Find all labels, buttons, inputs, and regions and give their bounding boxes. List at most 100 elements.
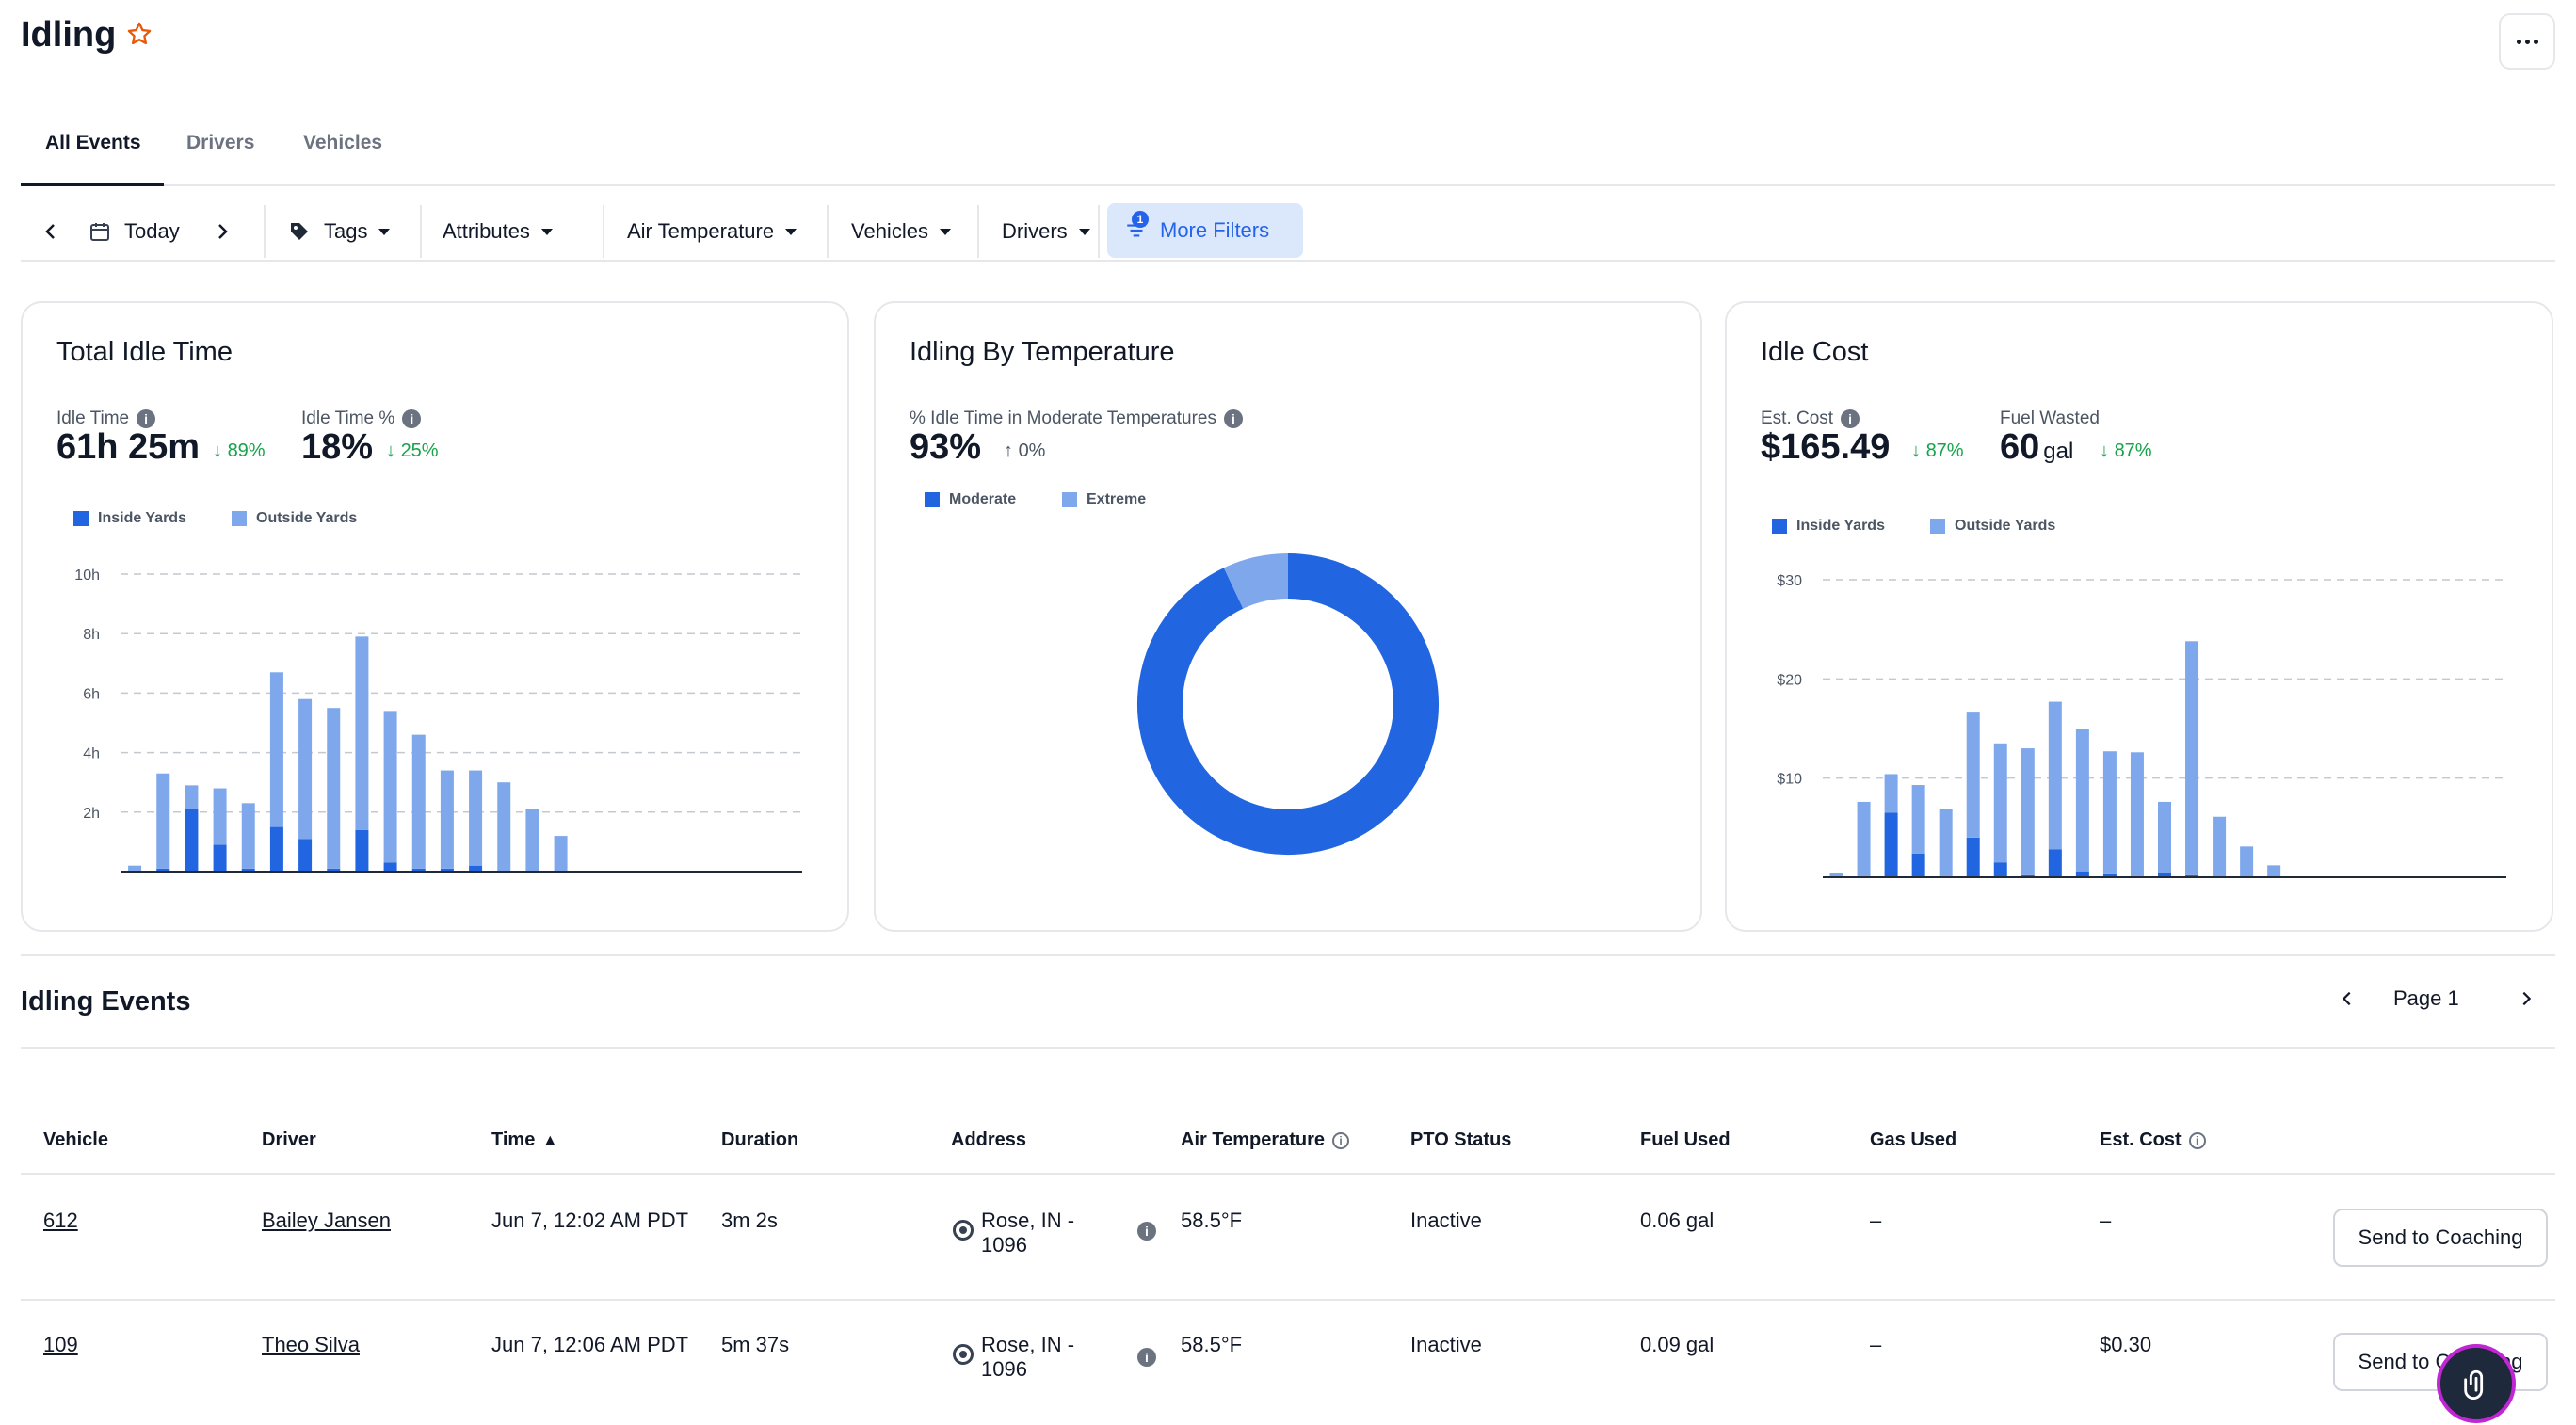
column-header-vehicle[interactable]: Vehicle [43, 1129, 108, 1150]
info-icon[interactable]: i [1223, 409, 1243, 428]
chevron-left-icon[interactable] [2339, 990, 2356, 1007]
tab-drivers[interactable]: Drivers [186, 132, 255, 153]
card-title: Total Idle Time [56, 337, 233, 367]
bar-outside-yards [156, 773, 170, 869]
page-title: Idling [21, 15, 117, 55]
bar-inside-yards [440, 868, 454, 872]
event-address[interactable]: Rose, IN -1096 [981, 1209, 1075, 1257]
chevron-left-icon[interactable] [41, 222, 60, 241]
vehicle-link[interactable]: 109 [43, 1333, 78, 1356]
column-header-duration[interactable]: Duration [721, 1129, 799, 1150]
bar-outside-yards [241, 803, 255, 869]
bar-inside-yards [2102, 873, 2117, 877]
column-header-fuel-used[interactable]: Fuel Used [1640, 1129, 1731, 1150]
more-filters-label: More Filters [1160, 218, 1270, 242]
help-chat-button[interactable] [2437, 1344, 2516, 1423]
column-header-est-cost[interactable]: Est. Cost i [2100, 1129, 2206, 1151]
fuel-used-value: 0.06 gal [1640, 1209, 1715, 1232]
legend-outside-yards: Outside Yards [232, 510, 357, 527]
tab-vehicles[interactable]: Vehicles [303, 132, 383, 153]
y-tick-label: 6h [83, 686, 100, 702]
donut-slice-moderate [1137, 553, 1439, 855]
fuel-wasted-value: 60 gal [2000, 427, 2074, 467]
chevron-right-icon[interactable] [213, 222, 232, 241]
bar-outside-yards [269, 672, 283, 827]
info-icon[interactable]: i [2188, 1131, 2206, 1149]
fuel-wasted-delta: ↓ 87% [2100, 440, 2152, 461]
more-options-button[interactable] [2499, 13, 2555, 70]
event-address[interactable]: Rose, IN -1096 [981, 1333, 1075, 1381]
info-icon[interactable]: i [402, 409, 422, 428]
column-header-time[interactable]: Time ▲ [491, 1129, 558, 1150]
info-icon[interactable]: i [1137, 1222, 1156, 1241]
more-filters-button[interactable]: 1 More Filters [1107, 203, 1303, 258]
est-cost-delta: ↓ 87% [1911, 440, 1964, 461]
date-picker[interactable]: Today [89, 201, 180, 262]
column-header-pto-status[interactable]: PTO Status [1410, 1129, 1512, 1150]
bar-outside-yards [298, 698, 313, 840]
vehicles-filter[interactable]: Vehicles [851, 201, 951, 262]
vehicle-link[interactable]: 612 [43, 1209, 78, 1232]
driver-link[interactable]: Theo Silva [262, 1333, 360, 1356]
idling-by-temperature-card: Idling By Temperature % Idle Time in Mod… [874, 301, 1702, 932]
legend-extreme: Extreme [1062, 491, 1146, 508]
chevron-right-icon[interactable] [2518, 990, 2535, 1007]
info-icon[interactable]: i [1841, 409, 1860, 428]
bar-outside-yards [327, 708, 341, 869]
idle-time-percent-delta: ↓ 25% [386, 440, 439, 461]
card-title: Idling By Temperature [910, 337, 1175, 367]
column-header-gas-used[interactable]: Gas Used [1870, 1129, 1957, 1150]
tag-icon [291, 223, 308, 240]
bar-outside-yards [2130, 752, 2144, 876]
y-tick-label: 10h [74, 568, 100, 584]
drivers-filter-label: Drivers [1002, 219, 1068, 243]
idle-time-label: Idle Time i [56, 408, 156, 429]
attributes-filter[interactable]: Attributes [443, 201, 553, 262]
drivers-filter[interactable]: Drivers [1002, 201, 1090, 262]
temperature-donut-chart [1137, 553, 1439, 855]
gas-used-value: – [1870, 1209, 1882, 1232]
pagination: Page 1 [2339, 986, 2535, 1011]
bar-outside-yards [525, 809, 539, 872]
gas-used-value: – [1870, 1333, 1882, 1356]
send-to-coaching-button[interactable]: Send to Coaching [2333, 1209, 2548, 1267]
bar-inside-yards [269, 826, 283, 872]
bar-inside-yards [213, 844, 227, 872]
idle-time-chart: 2h 4h 6h 8h 10h [74, 568, 802, 873]
column-header-address[interactable]: Address [951, 1129, 1027, 1150]
bar-outside-yards [469, 770, 483, 866]
info-icon[interactable]: i [137, 409, 156, 428]
tab-all-events[interactable]: All Events [45, 132, 141, 153]
bar-inside-yards [2021, 874, 2035, 877]
bar-outside-yards [554, 836, 568, 872]
card-title: Idle Cost [1761, 337, 1869, 367]
est-cost-value: – [2100, 1209, 2112, 1232]
bar-inside-yards [2075, 871, 2089, 877]
bar-outside-yards [2075, 729, 2089, 872]
tags-filter[interactable]: Tags [288, 201, 391, 262]
bar-outside-yards [2048, 701, 2062, 850]
column-header-air-temperature[interactable]: Air Temperature i [1181, 1129, 1350, 1151]
bar-inside-yards [355, 829, 369, 872]
air-temperature-value: 58.5°F [1181, 1333, 1243, 1356]
moderate-temp-label: % Idle Time in Moderate Temperatures i [910, 408, 1243, 429]
bar-inside-yards [469, 865, 483, 872]
bar-outside-yards [1829, 873, 1843, 877]
pto-status-value: Inactive [1410, 1333, 1482, 1356]
bar-outside-yards [2102, 751, 2117, 874]
column-header-driver[interactable]: Driver [262, 1129, 316, 1150]
legend-inside-yards: Inside Yards [73, 510, 186, 527]
idle-time-percent-label: Idle Time % i [301, 408, 422, 429]
bar-inside-yards [241, 868, 255, 872]
star-outline-icon[interactable] [126, 21, 153, 47]
bar-inside-yards [185, 809, 199, 872]
legend-inside-yards: Inside Yards [1772, 518, 1885, 535]
bar-inside-yards [2158, 873, 2171, 877]
legend-moderate: Moderate [925, 491, 1016, 508]
driver-link[interactable]: Bailey Jansen [262, 1209, 391, 1232]
total-idle-time-card: Total Idle Time Idle Time i 61h 25m ↓ 89%… [21, 301, 849, 932]
air-temperature-filter[interactable]: Air Temperature [627, 201, 797, 262]
info-icon[interactable]: i [1332, 1131, 1350, 1149]
info-icon[interactable]: i [1137, 1348, 1156, 1367]
event-time: Jun 7, 12:02 AM PDT [491, 1209, 689, 1232]
